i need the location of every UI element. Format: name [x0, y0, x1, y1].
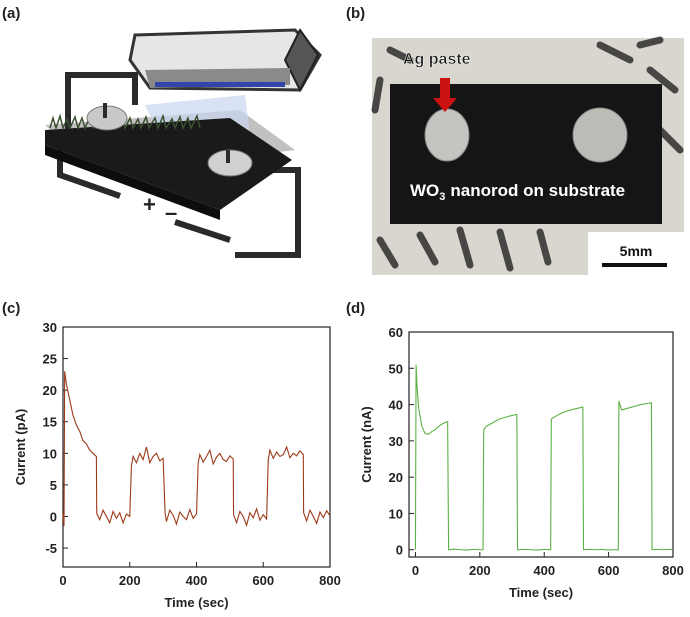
svg-text:–: –	[165, 200, 177, 225]
y-tick-label: 20	[43, 383, 57, 398]
y-tick-label: 30	[43, 320, 57, 335]
photo: Ag paste WO3 nanorod on substrate 5mm	[371, 36, 684, 275]
y-tick-label: 30	[389, 434, 403, 449]
data-line	[62, 371, 331, 528]
caption-sub: 3	[439, 191, 445, 203]
x-tick-label: 200	[469, 563, 491, 578]
plot-frame	[408, 331, 674, 558]
x-tick-label: 0	[412, 563, 419, 578]
y-tick-label: 0	[50, 509, 57, 524]
y-tick-label: 50	[389, 361, 403, 376]
x-tick-label: 400	[186, 573, 208, 588]
x-axis-title: Time (sec)	[509, 585, 573, 600]
svg-text:+: +	[143, 192, 156, 217]
y-tick-label: 60	[389, 325, 403, 340]
caption-main: WO	[410, 181, 439, 200]
y-tick-label: 20	[389, 470, 403, 485]
caption-rest: nanorod on substrate	[450, 181, 625, 200]
scale-bar-label: 5mm	[620, 243, 653, 259]
y-tick-label: -5	[45, 541, 57, 556]
schematic: + –	[45, 28, 322, 258]
panel-label: (b)	[346, 5, 365, 22]
y-tick-label: 15	[43, 415, 57, 430]
data-line	[414, 364, 674, 551]
plot-frame	[62, 326, 331, 568]
y-tick-label: 10	[43, 446, 57, 461]
x-tick-label: 0	[59, 573, 66, 588]
y-tick-label: 0	[396, 543, 403, 558]
panel-label: (d)	[346, 300, 365, 317]
y-axis-title: Current (pA)	[13, 409, 28, 486]
y-tick-label: 5	[50, 478, 57, 493]
y-tick-label: 25	[43, 352, 57, 367]
x-axis-title: Time (sec)	[164, 595, 228, 610]
x-tick-label: 800	[319, 573, 341, 588]
panel-label: (c)	[2, 300, 20, 317]
x-tick-label: 600	[598, 563, 620, 578]
y-tick-label: 40	[389, 398, 403, 413]
y-axis-title: Current (nA)	[359, 406, 374, 483]
x-tick-label: 200	[119, 573, 141, 588]
photo-caption: WO3 nanorod on substrate	[410, 181, 625, 203]
arrow-label: Ag paste	[403, 51, 471, 68]
x-tick-label: 600	[252, 573, 274, 588]
y-tick-label: 10	[389, 506, 403, 521]
x-tick-label: 800	[662, 563, 684, 578]
x-tick-label: 400	[533, 563, 555, 578]
panel-label: (a)	[2, 5, 20, 22]
